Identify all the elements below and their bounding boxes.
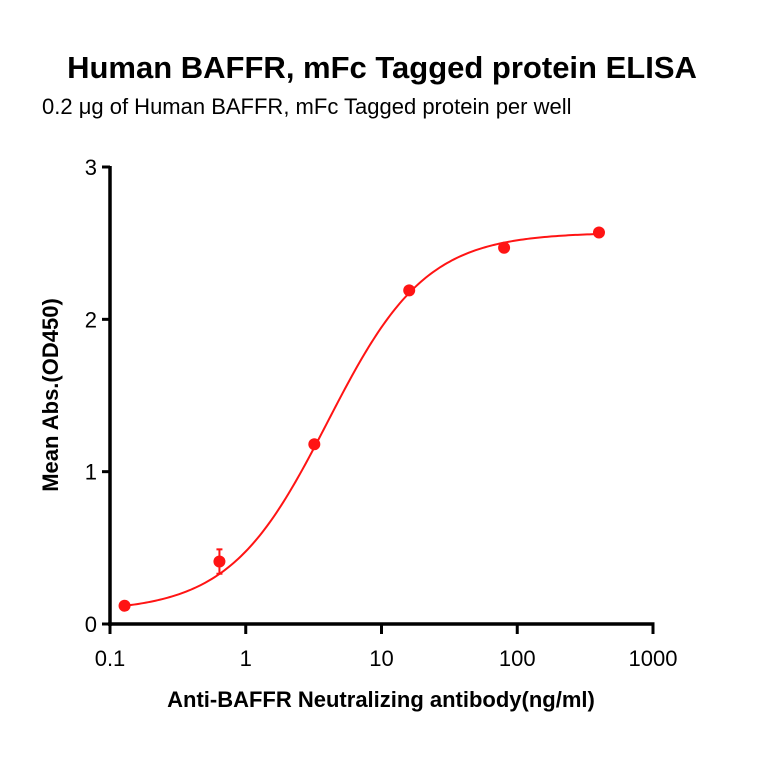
x-tick-label: 0.1 bbox=[95, 646, 126, 671]
fit-line bbox=[124, 233, 600, 607]
data-point bbox=[592, 226, 605, 239]
data-point bbox=[213, 555, 226, 568]
y-tick-label: 2 bbox=[85, 307, 97, 332]
data-points bbox=[118, 226, 605, 612]
x-tick-label: 10 bbox=[369, 646, 393, 671]
chart-subtitle: 0.2 μg of Human BAFFR, mFc Tagged protei… bbox=[42, 94, 572, 119]
y-tick-label: 3 bbox=[85, 155, 97, 180]
fit-curve bbox=[124, 233, 600, 607]
data-point bbox=[308, 438, 321, 451]
x-tick-label: 1 bbox=[240, 646, 252, 671]
data-point bbox=[498, 241, 511, 254]
y-axis-label: Mean Abs.(OD450) bbox=[38, 298, 63, 492]
data-point bbox=[403, 284, 416, 297]
x-axis-label: Anti-BAFFR Neutralizing antibody(ng/ml) bbox=[167, 687, 595, 712]
axes: 0 1 2 3 0.1 1 10 100 1000 bbox=[85, 155, 678, 671]
x-tick-label: 1000 bbox=[629, 646, 678, 671]
data-point bbox=[118, 599, 131, 612]
y-tick-label: 1 bbox=[85, 460, 97, 485]
x-tick-label: 100 bbox=[499, 646, 536, 671]
y-tick-label: 0 bbox=[85, 612, 97, 637]
chart-title: Human BAFFR, mFc Tagged protein ELISA bbox=[67, 50, 697, 85]
